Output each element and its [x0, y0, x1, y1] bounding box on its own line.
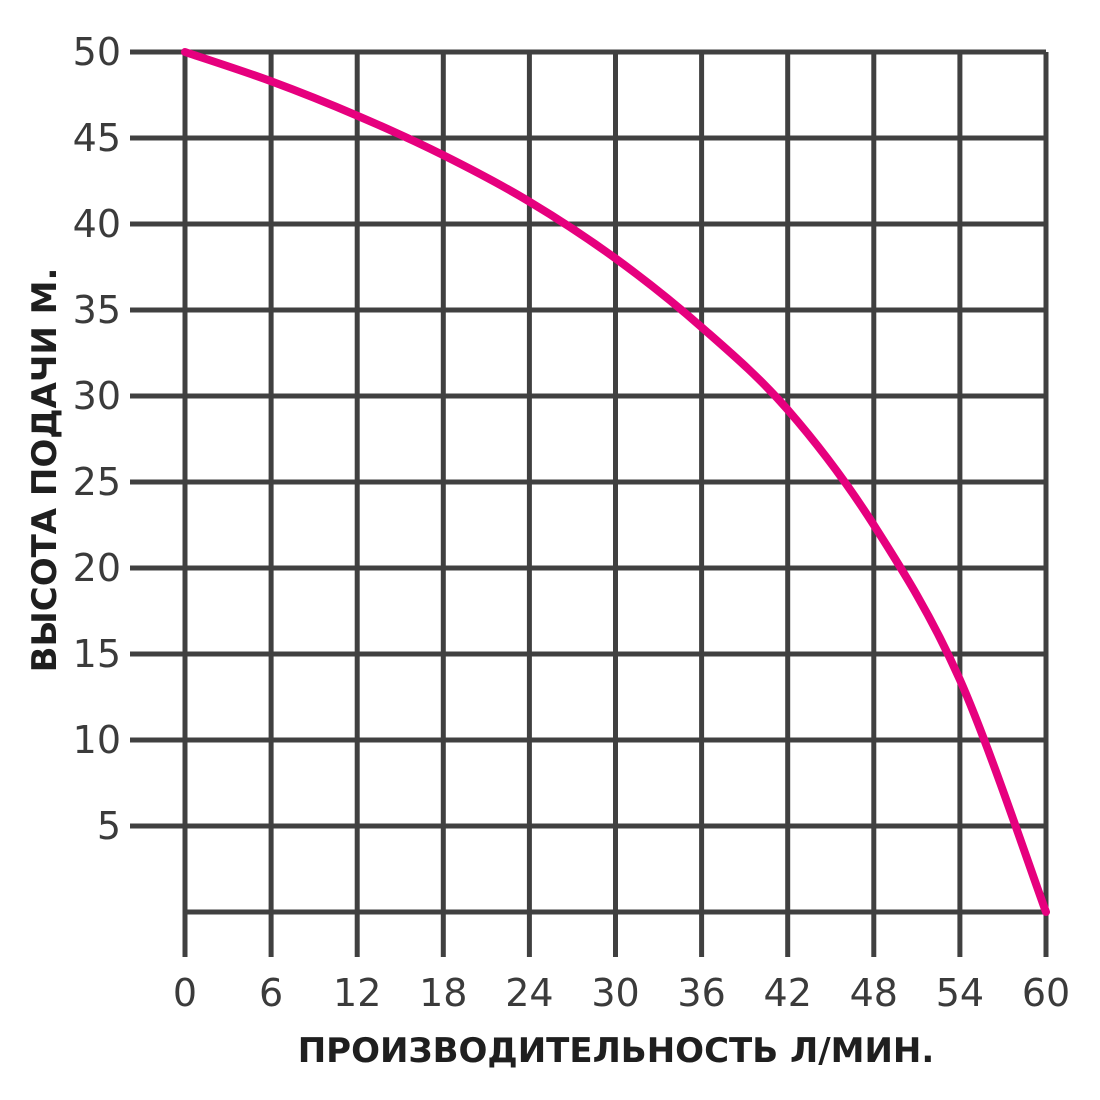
- x-axis-tick-labels: 0 6 12 18 24 30 36 42 48 54 60: [173, 971, 1070, 1015]
- x-tick-label: 36: [677, 971, 725, 1015]
- y-tick-label: 50: [73, 30, 121, 74]
- y-tick-label: 5: [97, 804, 121, 848]
- performance-curve: [181, 48, 1050, 916]
- x-tick-label: 48: [850, 971, 898, 1015]
- y-tick-label: 15: [73, 632, 121, 676]
- y-tick-label: 40: [73, 202, 121, 246]
- x-tick-label: 42: [764, 971, 812, 1015]
- y-tick-label: 45: [73, 116, 121, 160]
- y-tick-label: 35: [73, 288, 121, 332]
- y-tick-label: 20: [73, 546, 121, 590]
- x-tick-label: 0: [173, 971, 197, 1015]
- x-tick-label: 60: [1022, 971, 1070, 1015]
- x-tick-label: 6: [259, 971, 283, 1015]
- y-tick-label: 10: [73, 718, 121, 762]
- y-tick-label: 30: [73, 374, 121, 418]
- series-layer: [181, 48, 1050, 916]
- chart-grid: [130, 49, 1049, 957]
- x-axis-title: ПРОИЗВОДИТЕЛЬНОСТЬ Л/МИН.: [298, 1031, 935, 1071]
- x-tick-label: 12: [333, 971, 381, 1015]
- y-axis-title: ВЫСОТА ПОДАЧИ М.: [25, 268, 65, 673]
- x-tick-label: 30: [591, 971, 639, 1015]
- y-tick-label: 25: [73, 460, 121, 504]
- x-tick-label: 24: [505, 971, 553, 1015]
- x-tick-label: 54: [936, 971, 984, 1015]
- x-tick-label: 18: [419, 971, 467, 1015]
- y-axis-tick-labels: 5 10 15 20 25 30 35 40 45 50: [73, 30, 121, 848]
